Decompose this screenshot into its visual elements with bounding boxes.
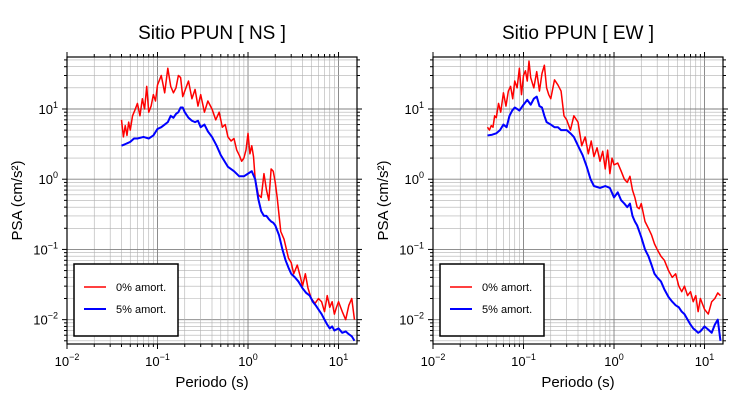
chart-title: Sitio PPUN [ NS ] bbox=[138, 23, 286, 44]
y-tick-label: 10−1 bbox=[399, 240, 424, 257]
x-tick-label: 10−1 bbox=[145, 352, 170, 369]
legend-box bbox=[73, 263, 179, 337]
series-line-0pct bbox=[486, 60, 721, 315]
x-tick-label: 100 bbox=[604, 352, 623, 369]
y-tick-label: 101 bbox=[39, 100, 58, 117]
x-tick-label: 10−2 bbox=[55, 352, 80, 369]
series-line-5pct bbox=[121, 106, 356, 342]
y-tick-label: 10−2 bbox=[33, 311, 58, 328]
chart-panel-2: 10−2 10−1 100 101 10−2 10−1 100 101 Sitio PPUN [… bbox=[375, 23, 728, 391]
legend-label: 0% amort. bbox=[116, 282, 166, 294]
x-axis-label: Periodo (s) bbox=[175, 374, 248, 391]
y-axis-label: PSA (cm/s²) bbox=[375, 160, 392, 240]
legend-box bbox=[439, 263, 545, 337]
legend-label: 5% amort. bbox=[482, 304, 532, 316]
y-axis-label: PSA (cm/s²) bbox=[9, 160, 26, 240]
y-tick-label: 10−1 bbox=[33, 240, 58, 257]
x-tick-label: 101 bbox=[695, 352, 714, 369]
x-axis-label: Periodo (s) bbox=[541, 374, 614, 391]
series-line-5pct bbox=[487, 95, 722, 341]
legend-label: 5% amort. bbox=[116, 304, 166, 316]
x-tick-label: 101 bbox=[329, 352, 348, 369]
chart-title: Sitio PPUN [ EW ] bbox=[502, 23, 654, 44]
legend-label: 0% amort. bbox=[482, 282, 532, 294]
legend: 0% amort. 5% amort. bbox=[73, 263, 179, 337]
chart-panel-1: 10−2 10−1 100 101 10−2 10−1 100 101 Sitio PPUN [… bbox=[9, 23, 362, 391]
y-tick-label: 101 bbox=[405, 100, 424, 117]
x-tick-label: 100 bbox=[238, 352, 257, 369]
y-tick-label: 100 bbox=[39, 170, 58, 187]
y-tick-label: 100 bbox=[405, 170, 424, 187]
legend: 0% amort. 5% amort. bbox=[439, 263, 545, 337]
x-tick-label: 10−1 bbox=[511, 352, 536, 369]
x-tick-label: 10−2 bbox=[421, 352, 446, 369]
y-tick-label: 10−2 bbox=[399, 311, 424, 328]
